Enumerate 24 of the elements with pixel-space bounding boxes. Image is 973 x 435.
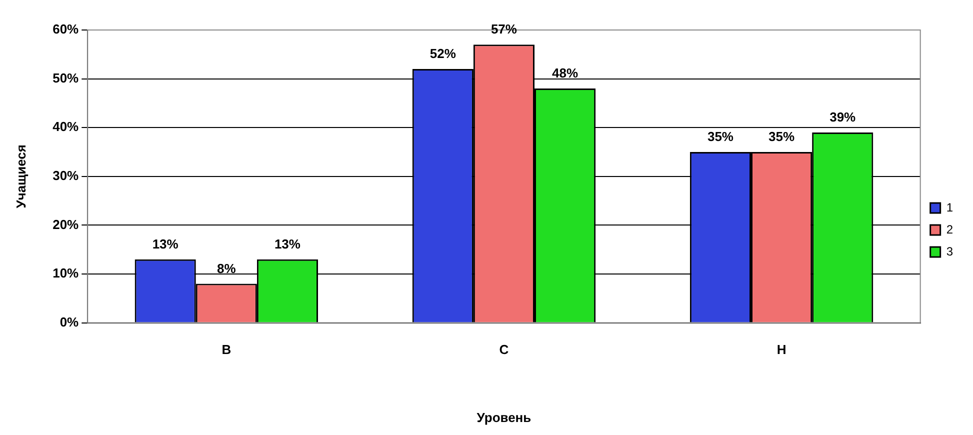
x-tick-label: С <box>499 342 510 358</box>
data-label: 39% <box>830 110 856 125</box>
data-label: 52% <box>430 46 456 62</box>
y-tick-label: 40% <box>52 119 80 134</box>
legend-label: 3 <box>946 244 954 258</box>
data-label: 57% <box>490 22 518 37</box>
legend-label: 2 <box>946 222 954 236</box>
legend-label: 1 <box>946 200 954 214</box>
data-label: 13% <box>152 236 179 252</box>
data-label: 35% <box>707 129 734 144</box>
x-axis-title: Уровень <box>476 410 532 425</box>
y-tick-label: 50% <box>52 70 80 86</box>
y-tick-label: 10% <box>52 266 80 281</box>
x-tick-label: Н <box>776 342 786 358</box>
x-tick-label: В <box>222 342 232 358</box>
y-axis-title: Учащиеся <box>13 144 28 208</box>
y-tick-label: 20% <box>52 216 80 232</box>
y-tick-label: 0% <box>60 314 80 330</box>
data-label: 8% <box>217 260 236 276</box>
data-label: 13% <box>274 236 301 252</box>
data-label: 35% <box>768 129 795 144</box>
data-label: 48% <box>552 66 578 81</box>
y-tick-label: 30% <box>52 168 80 183</box>
y-tick-label: 60% <box>52 22 80 37</box>
